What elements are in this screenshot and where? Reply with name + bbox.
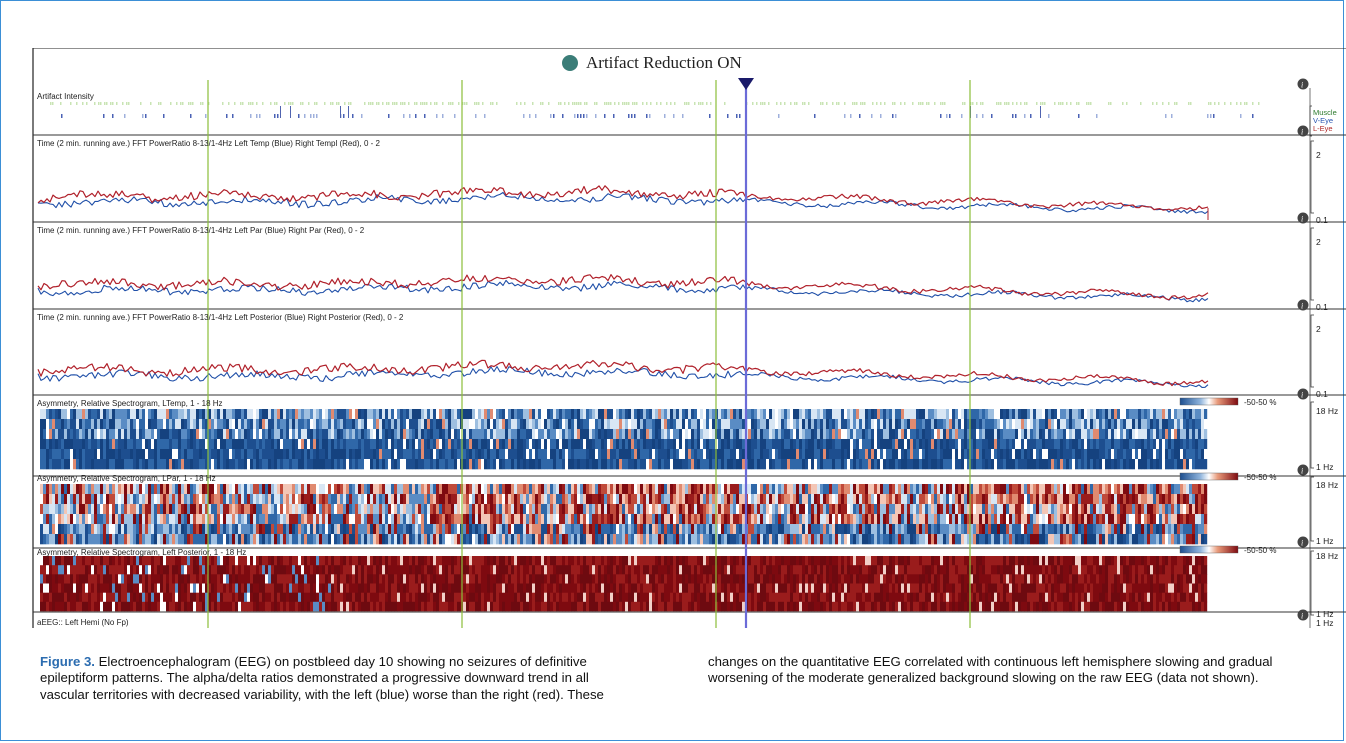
- panel-title-temp-ratio: Time (2 min. running ave.) FFT PowerRati…: [37, 139, 380, 148]
- caption-text-left: Electroencephalogram (EEG) on postbleed …: [40, 654, 604, 702]
- eeg-trend-display: Artifact Reduction ON Artifact Intensity…: [32, 48, 1346, 628]
- color-scale-posterior: -50-50 %: [1179, 545, 1276, 555]
- panel-title-aeeg: aEEG:: Left Hemi (No Fp): [37, 618, 129, 627]
- legend-v-eye: V-Eye: [1313, 116, 1333, 125]
- axis-label-ymin: 1 Hz: [1316, 536, 1333, 546]
- info-icon[interactable]: i: [1297, 536, 1309, 548]
- legend-muscle: Muscle: [1313, 108, 1337, 117]
- info-icon[interactable]: i: [1297, 125, 1309, 137]
- color-scale-label: -50-50 %: [1244, 546, 1276, 555]
- color-scale-label: -50-50 %: [1244, 473, 1276, 482]
- axis-label-ymin: 1 Hz: [1316, 618, 1333, 628]
- color-scale-ltemp: -50-50 %: [1179, 397, 1276, 407]
- panel-title-lpar-spectrogram: Asymmetry, Relative Spectrogram, LPar, 1…: [37, 474, 216, 483]
- brain-icon: [562, 55, 578, 71]
- axis-label-ymax: 2: [1316, 324, 1321, 334]
- axis-label-ymax: 18 Hz: [1316, 551, 1338, 561]
- axis-label-ymin: 0.1: [1316, 215, 1328, 225]
- figure-caption: Figure 3. Electroencephalogram (EEG) on …: [40, 654, 1320, 740]
- panel-title-posterior-spectrogram: Asymmetry, Relative Spectrogram, Left Po…: [37, 548, 246, 557]
- time-cursor[interactable]: [738, 78, 754, 628]
- event-markers: [207, 80, 971, 628]
- info-icon[interactable]: i: [1297, 78, 1309, 90]
- axis-label-ymax: 2: [1316, 150, 1321, 160]
- panel-title-par-ratio: Time (2 min. running ave.) FFT PowerRati…: [37, 226, 365, 235]
- axis-label-ymin: 1 Hz: [1316, 609, 1333, 619]
- figure-label: Figure 3.: [40, 654, 95, 669]
- axis-label-ymax: 18 Hz: [1316, 480, 1338, 490]
- caption-column-left: Figure 3. Electroencephalogram (EEG) on …: [40, 654, 640, 703]
- info-icon[interactable]: i: [1297, 388, 1309, 400]
- axis-label-ymin: 0.1: [1316, 389, 1328, 399]
- panel-title-artifact: Artifact Intensity: [37, 92, 94, 101]
- header-title: Artifact Reduction ON: [586, 53, 742, 72]
- axis-label-ymin: 1 Hz: [1316, 462, 1333, 472]
- color-scale-lpar: -50-50 %: [1179, 472, 1276, 482]
- info-icon[interactable]: i: [1297, 299, 1309, 311]
- caption-column-right: changes on the quantitative EEG correlat…: [708, 654, 1308, 687]
- legend-l-eye: L-Eye: [1313, 124, 1333, 133]
- panel-title-posterior-ratio: Time (2 min. running ave.) FFT PowerRati…: [37, 313, 404, 322]
- artifact-reduction-header: Artifact Reduction ON: [562, 53, 742, 72]
- axis-label-ymax: 18 Hz: [1316, 406, 1338, 416]
- info-icon[interactable]: i: [1297, 212, 1309, 224]
- axis-label-ymax: 2: [1316, 237, 1321, 247]
- panel-title-ltemp-spectrogram: Asymmetry, Relative Spectrogram, LTemp, …: [37, 399, 223, 408]
- axis-label-ymin: 0.1: [1316, 302, 1328, 312]
- info-icon[interactable]: i: [1297, 609, 1309, 621]
- color-scale-label: -50-50 %: [1244, 398, 1276, 407]
- caption-text-right: changes on the quantitative EEG correlat…: [708, 654, 1273, 686]
- info-icon[interactable]: i: [1297, 464, 1309, 476]
- cursor-triangle-icon[interactable]: [738, 78, 754, 90]
